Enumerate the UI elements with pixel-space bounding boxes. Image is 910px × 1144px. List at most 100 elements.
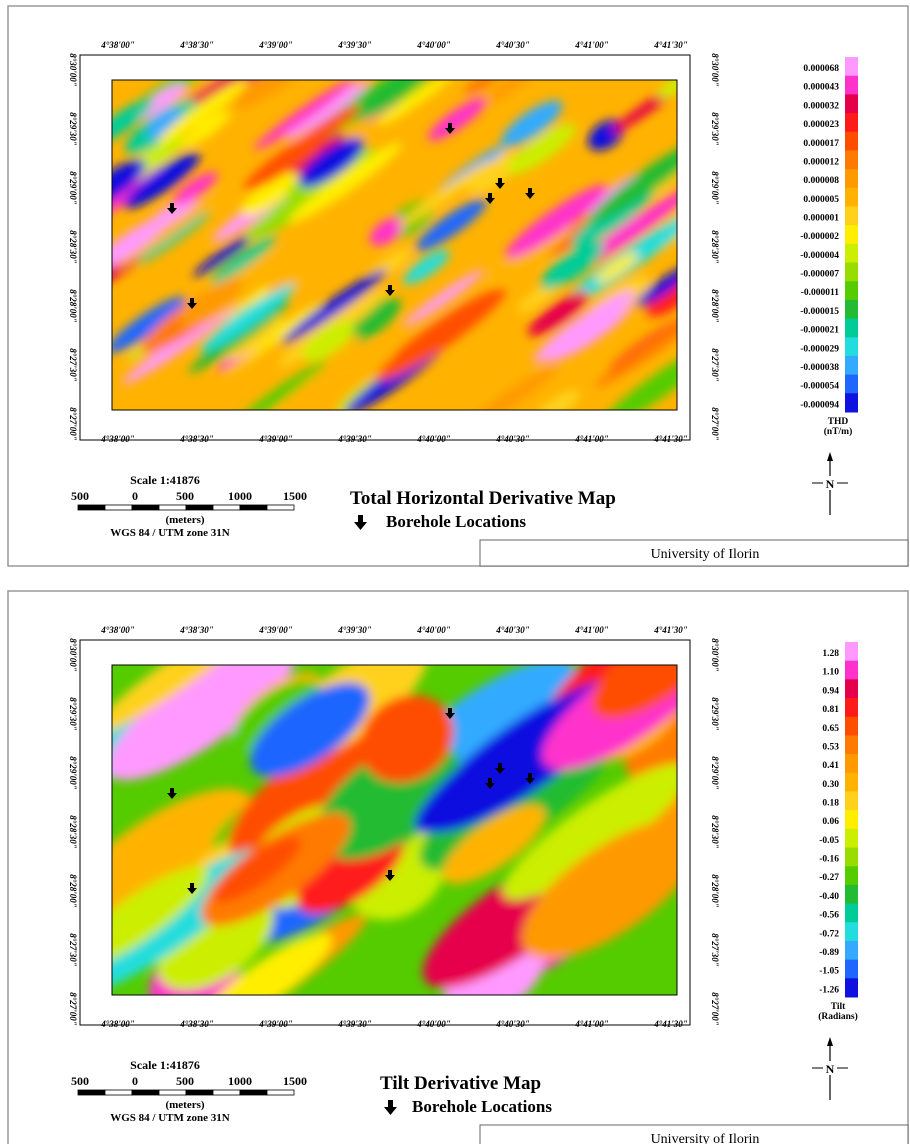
- scale-label: 500: [176, 1074, 194, 1088]
- raster-field: [112, 665, 677, 995]
- raster-blob: [403, 249, 450, 285]
- bottom-axis-label: 4°39'30": [337, 1019, 372, 1029]
- scale-segment: [158, 504, 187, 511]
- colorbar-label: -0.000011: [801, 288, 840, 298]
- scale-label: 500: [176, 489, 194, 503]
- left-axis-label: 8°28'00": [68, 874, 78, 908]
- borehole-marker: [485, 778, 495, 789]
- raster-blob: [346, 80, 437, 122]
- right-axis-label: 8°27'30": [710, 933, 720, 967]
- projection: WGS 84 / UTM zone 31N: [110, 527, 230, 539]
- colorbar-label: 0.000012: [803, 157, 839, 167]
- colorbar-label: 0.000001: [803, 213, 839, 223]
- borehole-marker: [485, 193, 495, 204]
- top-axis-label: 4°39'30": [337, 625, 372, 635]
- colorbar-swatch: [845, 660, 858, 680]
- left-axis-label: 8°28'30": [68, 230, 78, 264]
- right-axis-label: 8°28'30": [710, 230, 720, 264]
- raster-blob: [234, 360, 327, 410]
- borehole-marker: [525, 188, 535, 199]
- colorbar-label: -0.56: [819, 911, 839, 921]
- credit: University of Ilorin: [651, 1132, 760, 1144]
- top-axis-label: 4°40'00": [416, 625, 451, 635]
- scale-segment: [239, 504, 268, 511]
- raster-blob: [595, 299, 677, 388]
- north-arrow-head: [827, 452, 833, 461]
- raster-blob: [596, 252, 639, 283]
- colorbar-label: 1.28: [822, 649, 839, 659]
- scale-unit: (meters): [165, 1099, 204, 1111]
- colorbar-swatch: [845, 131, 858, 151]
- raster-blob: [534, 389, 580, 410]
- right-axis-label: 8°27'00": [710, 992, 720, 1026]
- raster-blob: [527, 290, 589, 337]
- raster-blob: [442, 804, 546, 884]
- raster-blob: [123, 152, 201, 209]
- colorbar-swatch: [845, 791, 858, 811]
- colorbar-label: 0.65: [822, 724, 839, 734]
- colorbar-label: 0.000043: [803, 83, 839, 93]
- raster-blob: [157, 80, 249, 144]
- north-label-bg: [823, 1061, 837, 1075]
- colorbar-swatch: [845, 866, 858, 886]
- raster-blob: [575, 186, 677, 271]
- scale-label: 500: [71, 489, 89, 503]
- north-label: N: [826, 1062, 835, 1076]
- right-axis-label: 8°29'00": [710, 171, 720, 205]
- left-axis-label: 8°29'30": [68, 112, 78, 146]
- right-axis-label: 8°28'00": [710, 874, 720, 908]
- right-axis-label: 8°29'00": [710, 756, 720, 790]
- raster-blob: [504, 184, 608, 259]
- raster-blob: [302, 320, 355, 361]
- projection: WGS 84 / UTM zone 31N: [110, 1112, 230, 1124]
- map-panel: 4°38'00" 4°38'30" 4°39'00" 4°39'30" 4°40'00"…: [7, 5, 909, 567]
- bottom-axis-label: 4°41'30": [653, 1019, 688, 1029]
- top-axis-label: 4°38'00": [100, 625, 135, 635]
- colorbar-label: 0.06: [822, 817, 839, 827]
- colorbar-label: -0.000002: [800, 232, 839, 242]
- colorbar-swatch: [845, 393, 858, 413]
- borehole-marker: [167, 788, 177, 799]
- north-label: N: [826, 477, 835, 491]
- raster-blob: [112, 216, 167, 272]
- raster-blob: [658, 80, 677, 99]
- north-label-bg: [823, 476, 837, 490]
- colorbar-swatch: [845, 754, 858, 774]
- scale-segment: [158, 1089, 187, 1096]
- raster-blob: [376, 288, 506, 381]
- scale-segment: [77, 504, 106, 511]
- raster-blob: [112, 788, 255, 940]
- top-axis-label: 4°39'00": [258, 625, 293, 635]
- scale-segment: [185, 1089, 214, 1096]
- colorbar-swatch: [845, 959, 858, 979]
- legend-marker: [384, 1100, 397, 1115]
- colorbar-swatch: [845, 299, 858, 320]
- map-title: Total Horizontal Derivative Map: [350, 488, 616, 509]
- map-title: Tilt Derivative Map: [380, 1073, 541, 1094]
- raster-blob: [588, 137, 677, 223]
- credit-box: [479, 1124, 909, 1144]
- colorbar-swatch: [845, 922, 858, 942]
- raster-blob: [298, 137, 364, 188]
- colorbar-label: 0.000068: [803, 64, 839, 74]
- raster-blob: [501, 100, 563, 147]
- bottom-axis-label: 4°40'00": [416, 1019, 451, 1029]
- raster-blob: [540, 241, 605, 290]
- borehole-marker: [525, 773, 535, 784]
- raster-blob: [288, 142, 402, 224]
- borehole-marker: [495, 178, 505, 189]
- raster-blob: [193, 231, 258, 277]
- raster-blob: [279, 342, 382, 410]
- right-axis-label: 8°29'30": [710, 697, 720, 731]
- bottom-axis-label: 4°38'30": [179, 434, 214, 444]
- raster-blob: [241, 172, 299, 216]
- colorbar-label: -0.000054: [800, 382, 839, 392]
- colorbar-swatch: [845, 318, 858, 338]
- colorbar-swatch: [845, 810, 858, 830]
- colorbar-swatch: [845, 262, 858, 282]
- colorbar-label: 0.41: [822, 761, 839, 771]
- colorbar-swatch: [845, 903, 858, 923]
- scale-segment: [131, 1089, 160, 1096]
- bottom-axis-label: 4°40'30": [495, 1019, 530, 1029]
